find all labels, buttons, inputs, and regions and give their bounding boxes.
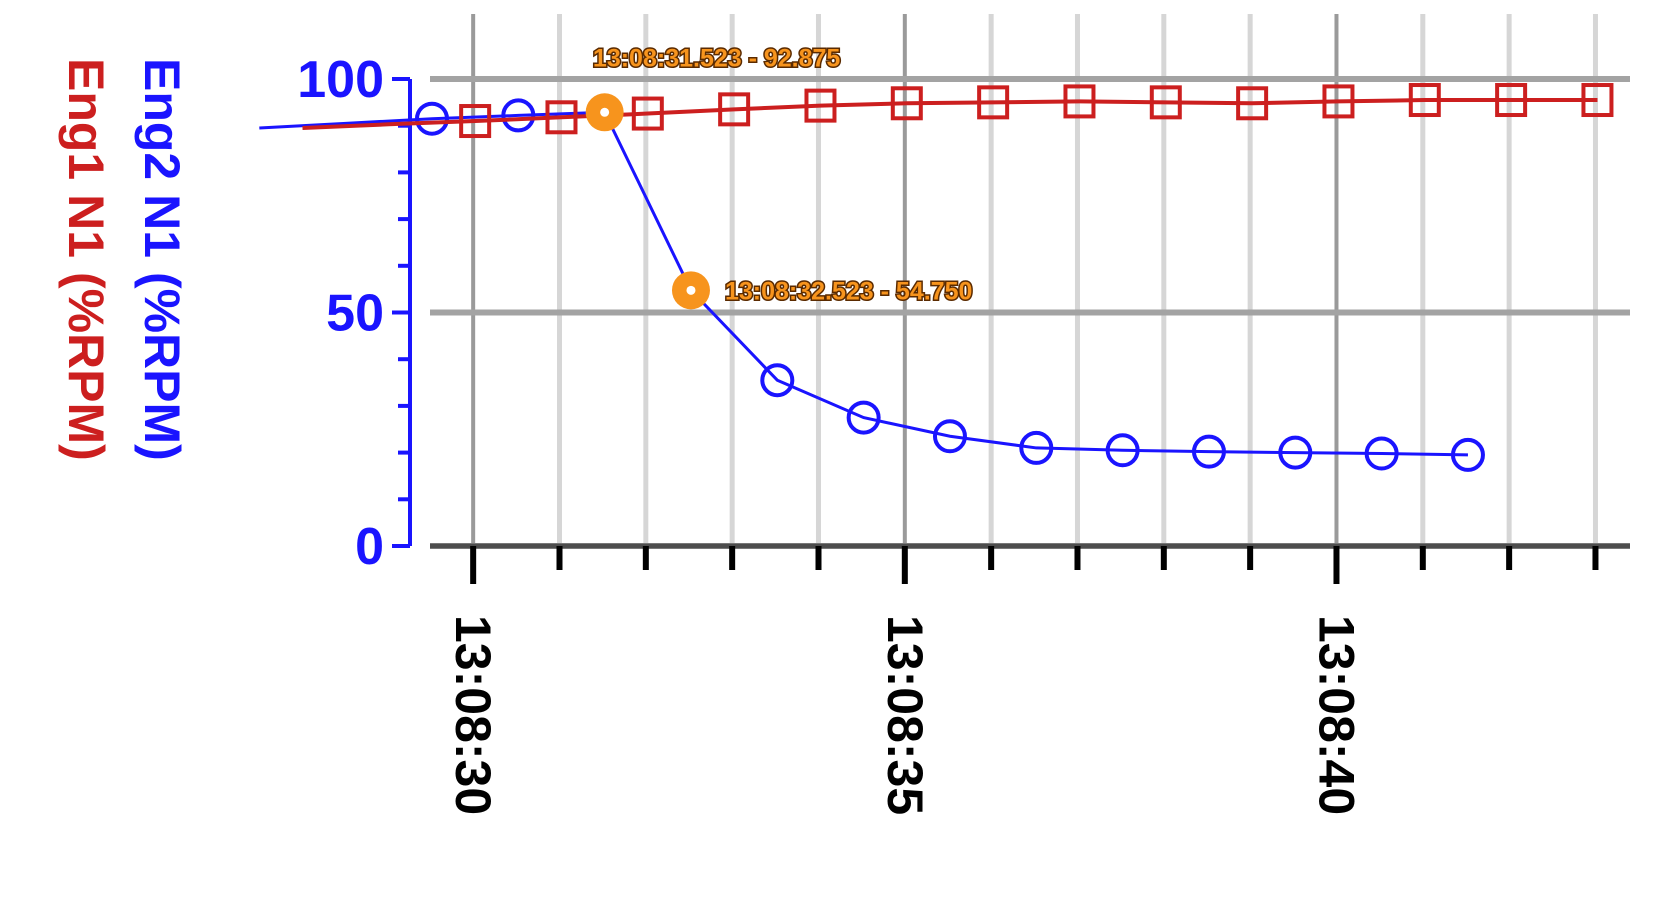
data-point — [1450, 437, 1485, 472]
y-tick-label: 0 — [355, 518, 384, 576]
series-line — [302, 98, 1598, 131]
data-point — [414, 101, 449, 136]
y-axis-title-eng2: Eng2 N1 (%RPM) — [134, 58, 190, 461]
series-group — [259, 83, 1614, 472]
data-point — [459, 104, 492, 139]
data-point — [1019, 430, 1054, 465]
x-axis: 13:08:30 13:08:35 13:08:40 — [430, 543, 1630, 815]
y-tick-label: 50 — [326, 285, 384, 343]
annotation-label: 13:08:31.523 - 92.875 — [593, 44, 841, 72]
y-axis-title: Eng2 N1 (%RPM) Eng1 N1 (%RPM) — [58, 58, 190, 461]
data-point — [1236, 86, 1269, 121]
data-point — [760, 363, 795, 398]
data-point — [977, 85, 1010, 120]
annotation-marker-center — [686, 285, 696, 295]
data-point — [501, 98, 536, 133]
y-axis-title-eng1: Eng1 N1 (%RPM) — [58, 58, 114, 461]
data-point — [1105, 433, 1140, 468]
annotation-label: 13:08:32.523 - 54.750 — [725, 277, 972, 305]
data-point — [1408, 83, 1441, 118]
grid — [430, 14, 1630, 549]
x-tick-label: 13:08:35 — [877, 615, 933, 815]
data-point — [1581, 83, 1614, 118]
data-point — [1495, 83, 1528, 118]
data-point — [1364, 436, 1399, 471]
data-point — [890, 86, 923, 121]
data-point — [545, 100, 578, 135]
series-eng1-n1 — [302, 83, 1614, 139]
data-point — [804, 88, 837, 123]
data-point — [932, 419, 967, 454]
data-point — [846, 400, 881, 435]
annotations: 13:08:31.523 - 92.875 13:08:32.523 - 54.7… — [585, 43, 974, 310]
data-point — [718, 92, 751, 127]
x-tick-label: 13:08:40 — [1308, 615, 1364, 815]
data-point — [1149, 85, 1182, 120]
data-point — [1322, 84, 1355, 119]
data-point — [1063, 84, 1096, 119]
y-axis: 0 50 100 — [297, 51, 412, 576]
annotation-marker-center — [600, 107, 610, 117]
x-tick-label: 13:08:30 — [445, 615, 501, 815]
data-point — [631, 96, 664, 131]
data-point — [1278, 435, 1313, 470]
y-tick-label: 100 — [297, 51, 384, 109]
data-point — [1191, 434, 1226, 469]
